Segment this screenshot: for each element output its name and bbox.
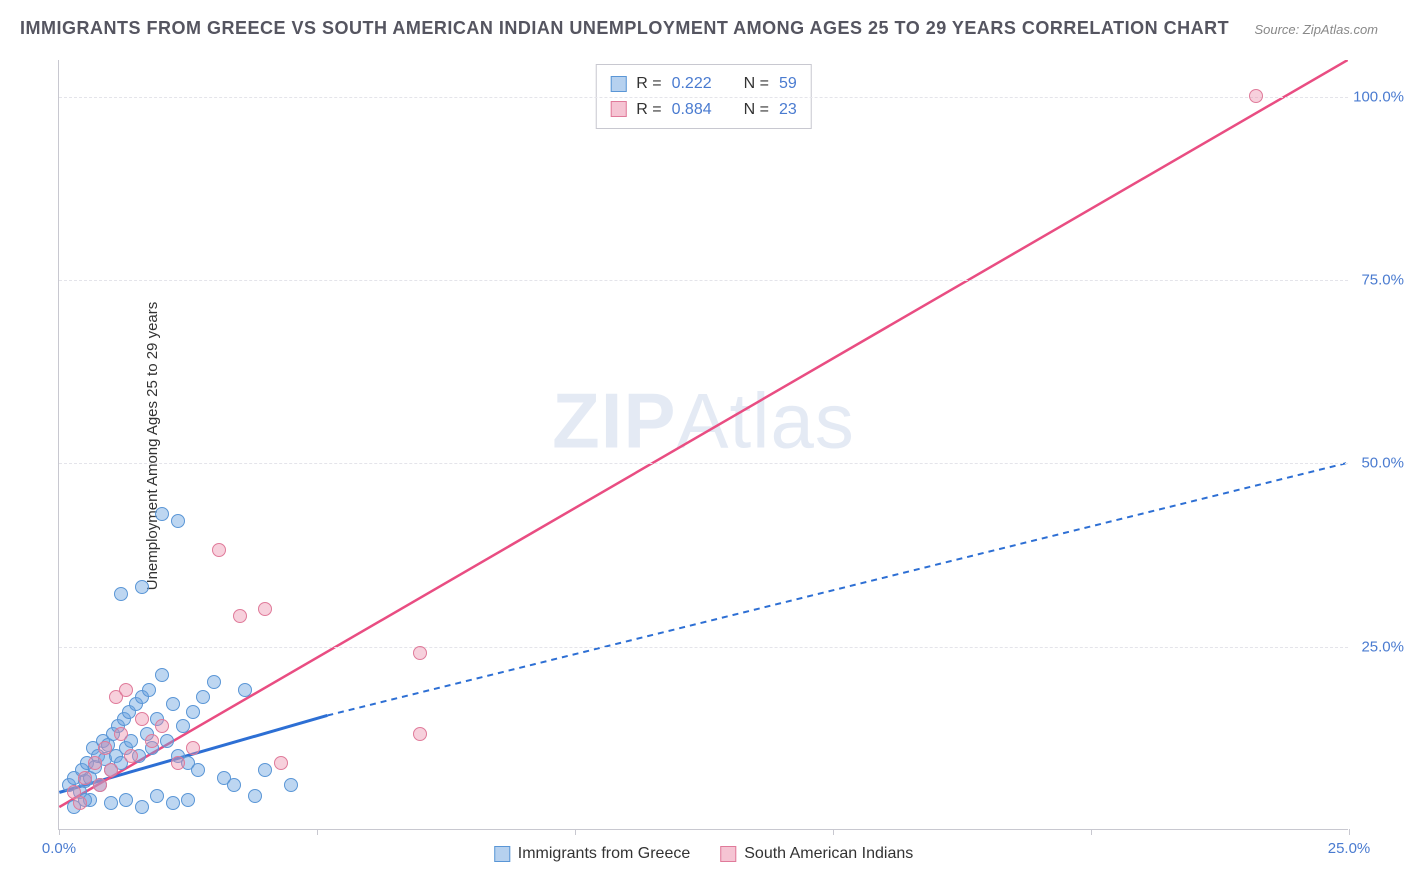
data-point [207,675,221,689]
x-tick [833,829,834,835]
data-point [78,771,92,785]
trend-lines [59,60,1348,829]
x-tick [575,829,576,835]
data-point [104,763,118,777]
n-value: 23 [779,97,797,123]
data-point [155,668,169,682]
legend-label: Immigrants from Greece [518,845,690,863]
data-point [119,683,133,697]
n-value: 59 [779,71,797,97]
x-tick [59,829,60,835]
legend-swatch-blue [494,846,510,862]
data-point [413,727,427,741]
data-point [258,763,272,777]
data-point [135,800,149,814]
data-point [284,778,298,792]
data-point [258,602,272,616]
gridline [59,647,1348,648]
y-tick-label: 100.0% [1353,88,1404,105]
y-tick-label: 75.0% [1361,272,1404,289]
data-point [98,741,112,755]
gridline [59,280,1348,281]
data-point [227,778,241,792]
x-tick [1091,829,1092,835]
data-point [124,749,138,763]
data-point [135,712,149,726]
trend-line [59,60,1347,807]
legend-label: South American Indians [744,845,913,863]
gridline [59,463,1348,464]
data-point [135,580,149,594]
legend-item: South American Indians [720,845,913,863]
chart-title: IMMIGRANTS FROM GREECE VS SOUTH AMERICAN… [20,18,1229,39]
data-point [119,793,133,807]
r-value: 0.884 [672,97,712,123]
legend-swatch-pink [720,846,736,862]
data-point [88,756,102,770]
data-point [186,741,200,755]
legend-swatch-blue [610,76,626,92]
data-point [186,705,200,719]
r-label: R = [636,97,661,123]
r-label: R = [636,71,661,97]
data-point [142,683,156,697]
chart-plot-area: ZIPAtlas R = 0.222 N = 59 R = 0.884 N = … [58,60,1348,830]
data-point [171,514,185,528]
data-point [166,697,180,711]
data-point [413,646,427,660]
legend-swatch-pink [610,101,626,117]
y-tick-label: 50.0% [1361,455,1404,472]
data-point [176,719,190,733]
n-label: N = [744,97,769,123]
data-point [145,734,159,748]
data-point [191,763,205,777]
source-label: Source: ZipAtlas.com [1254,22,1378,37]
x-tick-label: 25.0% [1328,840,1371,857]
watermark: ZIPAtlas [552,376,855,467]
data-point [171,756,185,770]
data-point [274,756,288,770]
data-point [155,719,169,733]
data-point [104,796,118,810]
data-point [181,793,195,807]
data-point [155,507,169,521]
data-point [150,789,164,803]
data-point [160,734,174,748]
gridline [59,97,1348,98]
data-point [1249,89,1263,103]
data-point [73,796,87,810]
x-tick-label: 0.0% [42,840,76,857]
data-point [248,789,262,803]
r-value: 0.222 [672,71,712,97]
legend-series: Immigrants from Greece South American In… [494,845,913,863]
data-point [166,796,180,810]
data-point [114,587,128,601]
legend-stats-row: R = 0.884 N = 23 [610,97,797,123]
trend-line [327,463,1347,716]
x-tick [317,829,318,835]
y-tick-label: 25.0% [1361,638,1404,655]
data-point [93,778,107,792]
legend-stats-row: R = 0.222 N = 59 [610,71,797,97]
data-point [114,727,128,741]
x-tick [1349,829,1350,835]
data-point [238,683,252,697]
legend-item: Immigrants from Greece [494,845,690,863]
data-point [196,690,210,704]
n-label: N = [744,71,769,97]
data-point [233,609,247,623]
data-point [212,543,226,557]
